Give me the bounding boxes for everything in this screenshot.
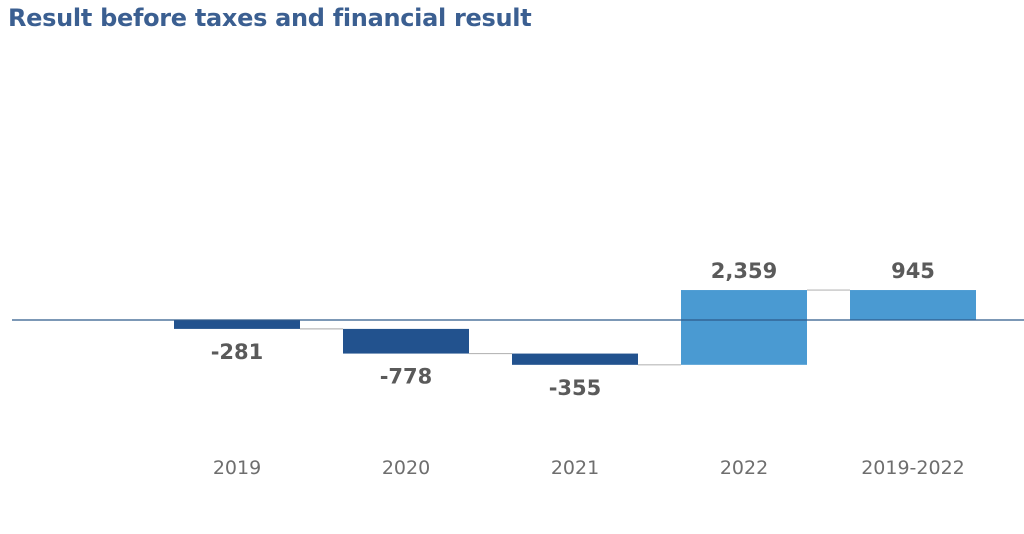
value-label: -778 — [380, 365, 433, 389]
bar-2021 — [512, 353, 638, 365]
value-label: 945 — [891, 259, 935, 283]
chart-title: Result before taxes and financial result — [8, 4, 532, 32]
category-label: 2019 — [213, 457, 261, 479]
category-label: 2021 — [551, 457, 599, 479]
category-label: 2020 — [382, 457, 430, 479]
bar-2020 — [343, 328, 469, 354]
bars — [174, 290, 976, 365]
bar-2019-2022 — [850, 290, 976, 320]
value-label: 2,359 — [711, 259, 777, 283]
bar-2019 — [174, 320, 300, 329]
value-label: -281 — [211, 340, 264, 364]
category-label: 2022 — [720, 457, 768, 479]
bar-2022 — [681, 290, 807, 365]
value-label: -355 — [549, 376, 602, 400]
category-labels: 2019 2020 2021 2022 2019-2022 — [213, 457, 965, 479]
category-label: 2019-2022 — [861, 457, 965, 479]
connector-lines — [300, 289, 850, 366]
value-labels: -281 -778 -355 2,359 945 — [211, 259, 935, 400]
